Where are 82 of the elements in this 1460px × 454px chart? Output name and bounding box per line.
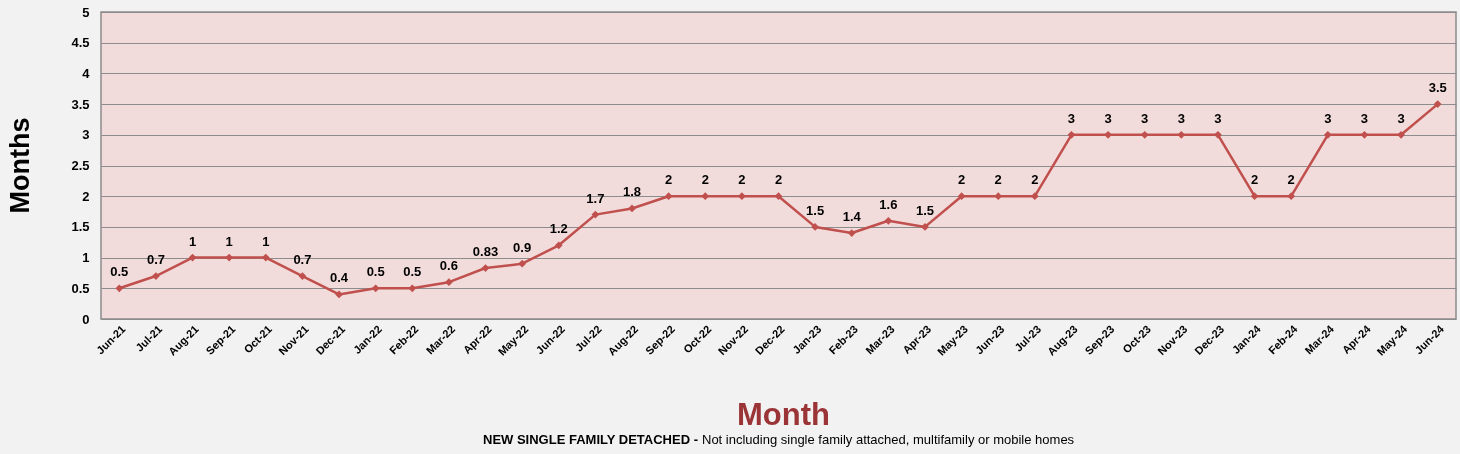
data-label: 2: [1250, 172, 1259, 188]
y-tick-label: 1.5: [71, 219, 90, 235]
point: [371, 284, 380, 293]
point: [518, 259, 527, 268]
y-tick-label: 4.5: [71, 35, 90, 51]
point: [335, 290, 343, 299]
point: [408, 284, 417, 293]
point: [1397, 130, 1405, 139]
data-label: 2: [738, 172, 746, 188]
data-label: 1: [188, 233, 197, 249]
point: [445, 278, 453, 287]
point: [1214, 130, 1222, 139]
y-tick-label: 2.5: [71, 158, 90, 173]
point: [1177, 130, 1186, 139]
data-label: 0.5: [366, 264, 385, 280]
y-tick-label: 0: [82, 311, 90, 327]
data-label: 1.8: [622, 184, 642, 200]
x-axis-title: Month: [737, 396, 830, 432]
y-tick-label: 2: [82, 188, 90, 204]
data-label: 3: [1104, 110, 1112, 126]
data-label: 1.6: [879, 196, 898, 212]
text: Not including single family attached, multifamily or mobile homes: [702, 432, 1075, 447]
data-label: 0.7: [293, 252, 312, 268]
data-label: 1.4: [842, 209, 862, 225]
point: [957, 192, 966, 201]
point: [847, 229, 856, 237]
point: [738, 192, 746, 201]
y-tick-label: 3: [82, 127, 90, 143]
point: [774, 192, 783, 201]
point: [554, 241, 563, 250]
data-label: 0.83: [472, 244, 499, 260]
point: [628, 204, 636, 213]
point: [884, 216, 893, 225]
point: [1287, 192, 1296, 201]
point: [811, 223, 819, 231]
data-label: 0.4: [330, 270, 349, 286]
data-label: 3: [1067, 110, 1076, 126]
y-tick-label: 1: [82, 250, 90, 266]
point: [1104, 130, 1112, 139]
data-label: 1: [225, 233, 233, 249]
data-label: 2: [1287, 172, 1295, 188]
data-label: 1: [262, 233, 270, 249]
data-label: 3.5: [1428, 80, 1447, 96]
data-label: 3: [1360, 110, 1369, 126]
data-label: 3: [1324, 110, 1332, 126]
y-axis-title: Months: [4, 117, 35, 214]
data-label: 1.2: [549, 221, 568, 237]
data-label: 0.5: [403, 264, 422, 280]
data-label: 2: [701, 172, 709, 188]
data-label: 2: [994, 172, 1002, 188]
data-label: 3: [1177, 110, 1185, 126]
point: [261, 253, 270, 262]
point: [1250, 192, 1259, 201]
point: [591, 210, 600, 219]
point: [1323, 130, 1332, 139]
point: [188, 253, 197, 262]
data-label: 3: [1397, 110, 1405, 126]
data-label: 1.5: [806, 202, 825, 218]
data-label: 3: [1141, 110, 1149, 126]
point: [1360, 130, 1369, 139]
text: NEW SINGLE FAMILY DETACHED -: [483, 432, 698, 447]
data-label: 1.5: [915, 202, 935, 218]
data-label: 0.7: [146, 252, 165, 268]
y-tick-label: 0.5: [71, 280, 90, 296]
data-label: 0.6: [439, 258, 458, 274]
point: [1067, 130, 1076, 139]
point: [298, 272, 307, 280]
y-tick-label: 4: [82, 65, 91, 81]
data-label: 2: [665, 172, 673, 188]
y-tick-label: 3.5: [71, 96, 90, 112]
data-label: 2: [957, 172, 966, 188]
data-label: 1.7: [586, 190, 605, 206]
data-label: 0.5: [110, 264, 129, 280]
point: [481, 264, 490, 272]
data-label: 2: [774, 172, 783, 188]
point: [115, 284, 124, 293]
y-tick-label: 5: [82, 4, 90, 20]
data-label: 3: [1214, 110, 1222, 126]
data-label: 2: [1031, 172, 1039, 188]
data-label: 0.9: [513, 239, 532, 255]
point: [664, 192, 673, 201]
point: [1433, 100, 1442, 108]
